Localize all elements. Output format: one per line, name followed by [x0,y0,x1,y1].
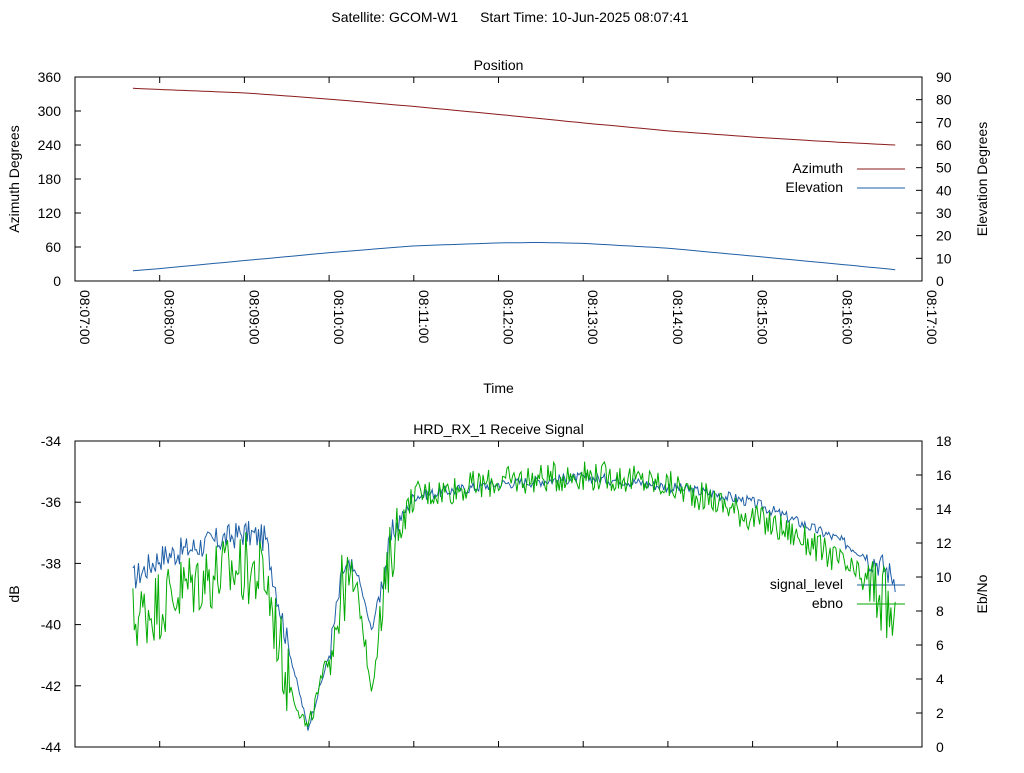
y2-tick-label: 8 [936,603,944,619]
y2-tick-label: 0 [936,739,944,755]
series-line-signal-level [132,471,896,731]
y2-axis-label: Eb/No [974,574,990,613]
legend-label: signal_level [770,576,843,592]
y2-tick-label: 18 [936,433,952,449]
chart-title: Position [474,57,524,73]
y-tick-label: 240 [38,137,62,153]
y-axis-label: dB [6,585,22,602]
y-axis-label: Azimuth Degrees [6,125,22,232]
series-line-azimuth [132,87,896,146]
legend-label: Azimuth [792,160,843,176]
y2-tick-label: 14 [936,501,952,517]
x-tick-label: 08:13:00 [585,290,601,345]
satellite-label: Satellite: GCOM-W1 [331,9,458,25]
y-tick-label: 180 [38,171,62,187]
y2-tick-label: 16 [936,467,952,483]
x-tick-label: 08:08:00 [162,290,178,345]
x-tick-label: 08:17:00 [924,290,940,345]
y2-tick-label: 60 [936,137,952,153]
legend-label: Elevation [785,179,843,195]
y2-tick-label: 70 [936,114,952,130]
x-tick-label: 08:11:00 [416,290,432,344]
y2-tick-label: 80 [936,92,952,108]
y2-tick-label: 10 [936,250,952,266]
x-tick-label: 08:16:00 [839,290,855,345]
y-tick-label: 120 [38,205,62,221]
y-tick-label: -34 [41,433,61,449]
y2-tick-label: 50 [936,160,952,176]
y2-axis-label: Elevation Degrees [974,122,990,236]
y2-tick-label: 4 [936,671,944,687]
y2-tick-label: 2 [936,705,944,721]
y2-tick-label: 0 [936,273,944,289]
x-axis-label: Time [483,380,514,396]
y-tick-label: 300 [38,103,62,119]
y2-tick-label: 10 [936,569,952,585]
x-tick-label: 08:07:00 [77,290,93,345]
x-tick-label: 08:09:00 [246,290,262,345]
y2-tick-label: 90 [936,69,952,85]
y-tick-label: 360 [38,69,62,85]
y-tick-label: -44 [41,739,61,755]
y-tick-label: -42 [41,678,61,694]
legend-label: ebno [812,595,843,611]
position-chart: Position 08:07:00 08:08:00 08:09:00 08:10:00… [6,57,990,396]
receive-signal-chart: HRD_RX_1 Receive Signal -44 -42 -40 -38 -36 -3… [6,421,990,755]
y2-tick-label: 12 [936,535,952,551]
series-line-ebno [132,460,896,728]
start-time-label: Start Time: 10-Jun-2025 08:07:41 [480,9,689,25]
svg-text:Satellite: GCOM-W1 Start: Satellite: GCOM-W1 Start Time: 10-Jun-20… [331,9,688,25]
x-tick-label: 08:15:00 [755,290,771,345]
y-tick-label: 60 [45,239,61,255]
x-tick-label: 08:12:00 [501,290,517,345]
chart-title: HRD_RX_1 Receive Signal [413,421,583,437]
y2-tick-label: 30 [936,205,952,221]
y2-tick-label: 20 [936,228,952,244]
y-tick-label: 0 [53,273,61,289]
series-line-elevation [132,242,896,272]
y2-tick-label: 40 [936,182,952,198]
y-tick-label: -38 [41,555,61,571]
x-tick-label: 08:14:00 [670,290,686,345]
y2-tick-label: 6 [936,637,944,653]
x-tick-label: 08:10:00 [331,290,347,345]
y-tick-label: -36 [41,494,61,510]
y-tick-label: -40 [41,617,61,633]
